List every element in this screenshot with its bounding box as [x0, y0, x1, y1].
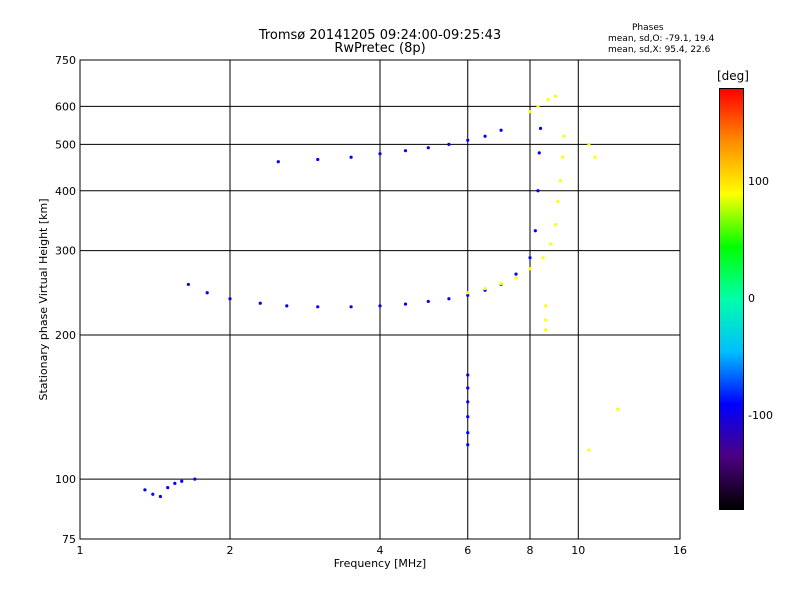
- data-point: [466, 138, 470, 142]
- y-axis-label: Stationary phase Virtual Height [km]: [37, 198, 50, 400]
- y-tick-label: 600: [55, 100, 76, 113]
- data-point: [546, 97, 550, 102]
- data-point: [466, 415, 470, 419]
- data-point: [536, 104, 540, 109]
- data-point: [166, 486, 170, 490]
- data-point: [403, 302, 408, 306]
- data-point: [316, 157, 320, 162]
- y-tick-label: 500: [55, 138, 76, 151]
- data-point: [483, 286, 487, 291]
- data-point: [562, 134, 566, 138]
- data-point: [616, 407, 620, 411]
- data-point: [349, 305, 353, 309]
- data-point: [426, 299, 430, 304]
- phase-line-o: mean, sd,O: -79.1, 19.4: [608, 34, 715, 44]
- data-point: [553, 94, 558, 98]
- data-point: [466, 443, 470, 447]
- data-point: [553, 222, 558, 227]
- data-point: [544, 318, 548, 322]
- data-point: [349, 155, 353, 159]
- data-point: [447, 297, 451, 301]
- data-point: [466, 293, 470, 297]
- x-tick-label: 10: [571, 544, 585, 557]
- data-point: [528, 110, 532, 114]
- data-point: [544, 304, 548, 308]
- data-point: [538, 126, 543, 130]
- data-point: [276, 160, 280, 164]
- y-tick-label: 300: [55, 245, 76, 258]
- data-point: [205, 291, 209, 295]
- data-point: [537, 151, 541, 155]
- data-point: [499, 128, 503, 132]
- phase-colorbar: [719, 88, 744, 510]
- data-point: [560, 155, 565, 159]
- colorbar-tick-label: -100: [748, 409, 773, 423]
- x-tick-label: 1: [77, 544, 84, 557]
- data-point: [499, 282, 503, 286]
- data-point: [514, 272, 518, 276]
- data-point: [533, 229, 537, 233]
- data-point: [180, 479, 184, 483]
- colorbar-tick-label: 100: [748, 174, 769, 188]
- y-tick-label: 100: [55, 473, 76, 486]
- data-point: [593, 155, 597, 159]
- x-axis-label: Frequency [MHz]: [334, 557, 426, 570]
- chart-subtitle: RwPretec (8p): [334, 41, 426, 56]
- data-point: [403, 149, 408, 153]
- data-point: [587, 142, 591, 146]
- data-point: [173, 481, 177, 485]
- data-point: [544, 328, 548, 332]
- data-point: [528, 256, 532, 260]
- data-point: [466, 291, 470, 295]
- phase-title: Phases: [632, 23, 664, 33]
- data-point: [378, 152, 382, 156]
- data-point: [541, 256, 545, 260]
- data-point: [316, 305, 320, 309]
- y-tick-label: 75: [62, 533, 76, 546]
- data-point: [549, 242, 553, 246]
- data-point: [514, 276, 518, 280]
- data-point: [536, 189, 540, 193]
- data-point: [466, 431, 470, 435]
- data-point: [426, 146, 430, 150]
- data-point: [558, 179, 562, 183]
- x-tick-label: 6: [464, 544, 471, 557]
- data-point: [447, 142, 451, 146]
- colorbar-label: [deg]: [717, 69, 749, 83]
- data-point: [143, 488, 147, 492]
- phase-line-x: mean, sd,X: 95.4, 22.6: [608, 45, 711, 55]
- y-tick-label: 400: [55, 185, 76, 198]
- data-point: [193, 477, 197, 481]
- data-point: [587, 448, 591, 452]
- colorbar-tick-label: 0: [748, 292, 755, 305]
- data-point: [528, 267, 532, 271]
- data-point: [466, 373, 470, 377]
- chart-title: Tromsø 20141205 09:24:00-09:25:43: [258, 28, 502, 43]
- data-point: [228, 297, 232, 301]
- x-tick-label: 8: [527, 544, 534, 557]
- data-point: [258, 301, 262, 305]
- x-tick-label: 4: [377, 544, 384, 557]
- x-tick-label: 2: [227, 544, 234, 557]
- data-point: [158, 494, 163, 499]
- x-tick-label: 16: [673, 544, 687, 557]
- data-point: [285, 304, 289, 308]
- y-tick-label: 200: [55, 329, 76, 342]
- data-point: [556, 199, 560, 204]
- data-point: [466, 400, 470, 404]
- data-point: [483, 134, 487, 138]
- y-tick-label: 750: [55, 54, 76, 67]
- data-point: [151, 492, 155, 496]
- data-point: [186, 282, 190, 287]
- data-point: [378, 304, 382, 308]
- data-point: [466, 386, 470, 390]
